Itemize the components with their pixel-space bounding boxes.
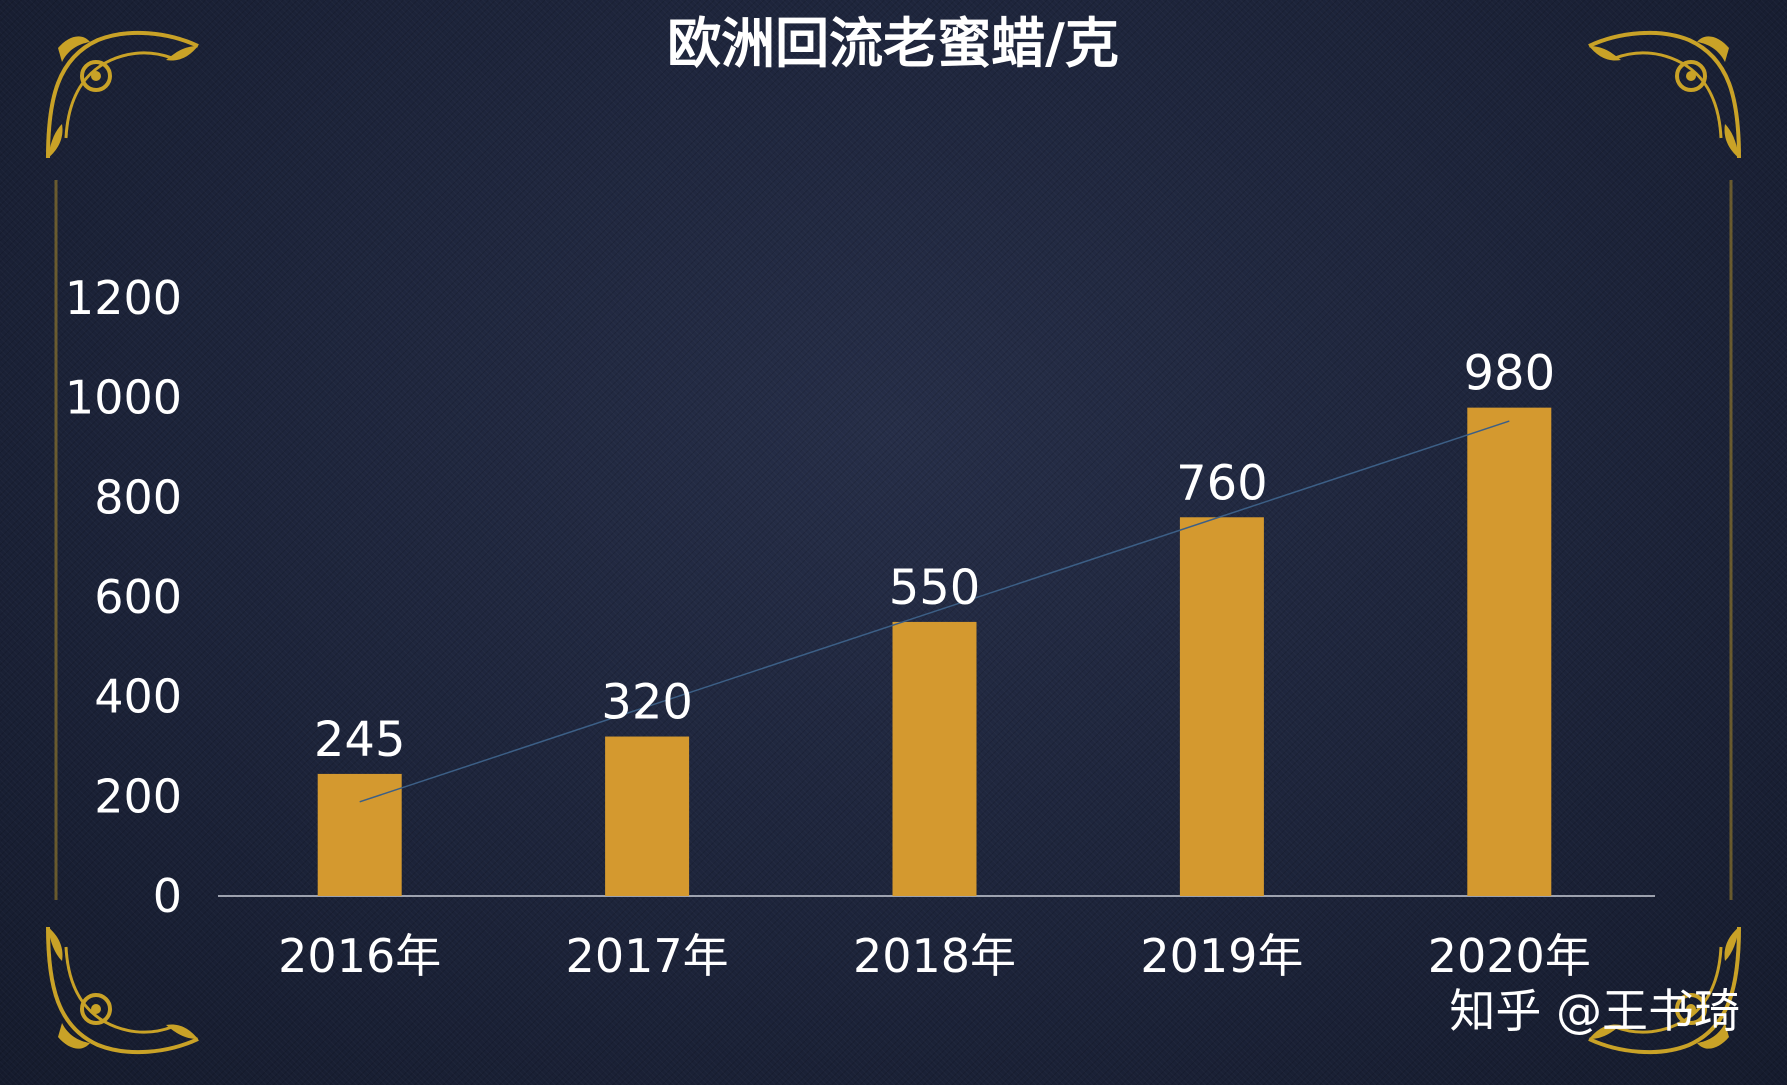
corner-ornament-bottom-right — [1588, 926, 1741, 1055]
data-label: 550 — [889, 560, 981, 616]
bar-2018年 — [892, 621, 977, 896]
y-tick-label: 800 — [94, 470, 182, 524]
x-tick-label: 2016年 — [278, 929, 441, 983]
x-tick-label: 2020年 — [1428, 929, 1591, 983]
bar-2020年 — [1467, 407, 1552, 896]
data-label: 980 — [1463, 346, 1555, 402]
x-tick-label: 2017年 — [566, 929, 729, 983]
y-tick-label: 1200 — [65, 271, 182, 325]
x-tick-label: 2018年 — [853, 929, 1016, 983]
data-labels: 245 320 550 760 980 — [314, 346, 1555, 768]
bar-2016年 — [317, 773, 402, 896]
bar-2019年 — [1179, 517, 1264, 896]
bar-2017年 — [605, 736, 690, 896]
y-tick-label: 200 — [94, 769, 182, 823]
data-label: 245 — [314, 712, 406, 768]
x-axis-ticks: 2016年 2017年 2018年 2019年 2020年 — [278, 929, 1591, 983]
trendline — [359, 420, 1510, 803]
chart-title: 欧洲回流老蜜蜡/克 — [667, 12, 1119, 75]
frame-ornaments — [46, 30, 1741, 1055]
corner-ornament-top-left — [46, 30, 199, 159]
corner-ornament-top-right — [1588, 30, 1741, 159]
y-axis-ticks: 0 200 400 600 800 1000 1200 — [65, 271, 182, 923]
y-tick-label: 600 — [94, 570, 182, 624]
corner-ornament-bottom-left — [46, 926, 199, 1055]
watermark: 知乎 @王书琦 — [1449, 984, 1740, 1038]
bars — [317, 407, 1552, 896]
y-tick-label: 0 — [153, 869, 182, 923]
x-tick-label: 2019年 — [1140, 929, 1303, 983]
y-tick-label: 400 — [94, 670, 182, 724]
y-tick-label: 1000 — [65, 371, 182, 425]
data-label: 320 — [601, 675, 693, 731]
data-label: 760 — [1176, 455, 1268, 511]
